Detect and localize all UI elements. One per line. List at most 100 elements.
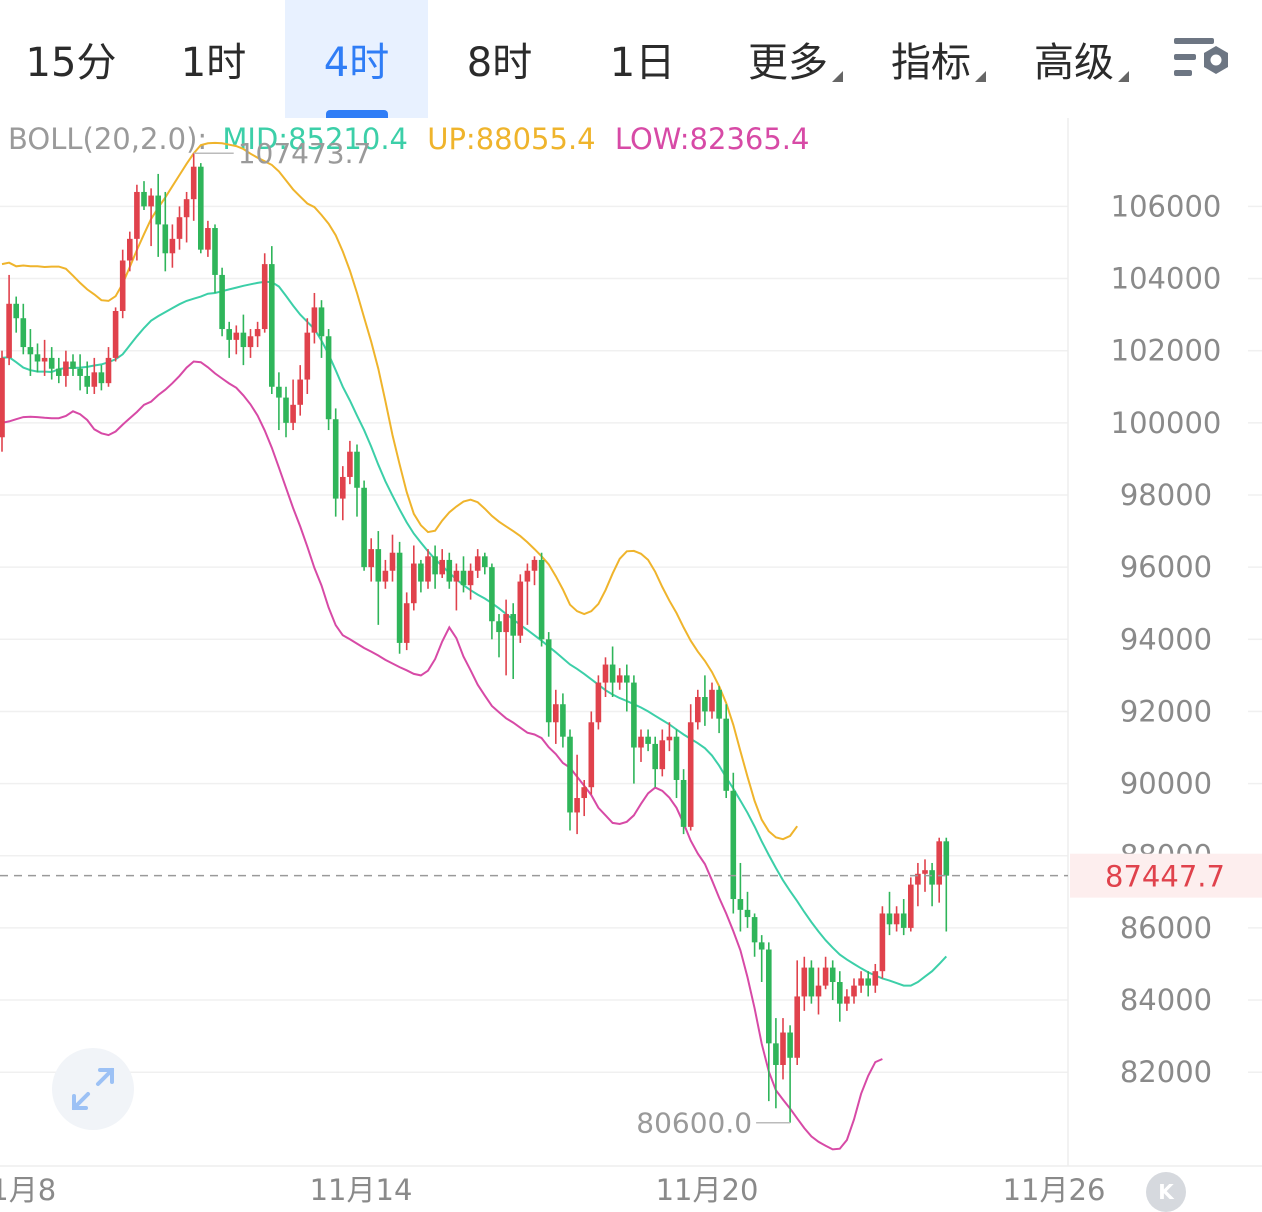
tab-label: 1日 bbox=[609, 40, 676, 86]
candle-body bbox=[361, 487, 367, 568]
candle-body bbox=[247, 336, 254, 348]
candle-body bbox=[503, 614, 509, 633]
candle-body bbox=[169, 238, 176, 254]
candle-body bbox=[460, 570, 467, 586]
candle-body bbox=[63, 361, 69, 376]
tab-15min[interactable]: 15分 bbox=[0, 0, 142, 118]
candle-body bbox=[183, 199, 190, 218]
dropdown-triangle-icon bbox=[832, 71, 843, 82]
candle-body bbox=[758, 942, 765, 950]
candle-body bbox=[844, 996, 850, 1004]
time-axis: 11月8 11月14 11月20 11月26 bbox=[0, 1173, 1105, 1206]
candle-body bbox=[432, 556, 438, 575]
candle-body bbox=[297, 379, 303, 405]
candle-body bbox=[574, 798, 580, 813]
candle-body bbox=[332, 419, 339, 499]
candle-body bbox=[411, 563, 417, 604]
min-price-label: 80600.0 bbox=[636, 1107, 752, 1140]
candle-body bbox=[368, 549, 374, 568]
tab-label: 高级 bbox=[1034, 40, 1114, 86]
tab-label: 15分 bbox=[25, 40, 117, 86]
tab-1h[interactable]: 1时 bbox=[142, 0, 285, 118]
candlestick-chart[interactable]: 8200084000860008800090000920009400096000… bbox=[0, 118, 1262, 1206]
candle-body bbox=[134, 191, 140, 239]
price-tick-label: 106000 bbox=[1111, 189, 1222, 223]
candle-body bbox=[382, 570, 389, 582]
date-tick-label: 11月8 bbox=[0, 1173, 56, 1206]
candle-body bbox=[602, 664, 609, 683]
tab-advanced-dropdown[interactable]: 高级 bbox=[1007, 0, 1141, 118]
candle-body bbox=[915, 873, 921, 885]
candle-body bbox=[205, 228, 211, 250]
candle-body bbox=[141, 191, 147, 207]
candle-body bbox=[560, 704, 566, 737]
candle-body bbox=[588, 722, 595, 788]
candle-body bbox=[659, 740, 666, 770]
candle-body bbox=[403, 603, 410, 643]
expand-arrows-icon[interactable] bbox=[52, 1048, 134, 1130]
boll-legend-name: BOLL(20,2.0): bbox=[8, 122, 208, 156]
candle-body bbox=[389, 552, 396, 571]
chart-settings-icon[interactable] bbox=[1172, 34, 1234, 86]
candle-body bbox=[56, 368, 62, 376]
boll-line-low bbox=[1, 360, 883, 1151]
candle-body bbox=[70, 361, 76, 369]
candle-body bbox=[98, 372, 105, 384]
tab-more-dropdown[interactable]: 更多 bbox=[721, 0, 855, 118]
tab-4h[interactable]: 4时 bbox=[285, 0, 428, 118]
candle-body bbox=[439, 559, 445, 575]
candles bbox=[0, 153, 950, 1123]
candle-body bbox=[553, 704, 559, 723]
candle-body bbox=[240, 332, 247, 348]
candle-body bbox=[13, 303, 19, 319]
candle-body bbox=[837, 982, 843, 1004]
price-tick-label: 96000 bbox=[1120, 550, 1212, 584]
candle-body bbox=[155, 195, 161, 225]
candle-body bbox=[453, 570, 460, 582]
candle-body bbox=[929, 870, 935, 885]
candle-body bbox=[489, 567, 495, 622]
tab-1d[interactable]: 1日 bbox=[571, 0, 714, 118]
price-axis: 8200084000860008800090000920009400096000… bbox=[1111, 189, 1222, 1089]
candle-body bbox=[41, 357, 48, 362]
tab-label: 更多 bbox=[748, 40, 828, 86]
candle-body bbox=[829, 967, 836, 983]
k-logo-icon: K bbox=[1146, 1172, 1186, 1212]
candle-body bbox=[34, 354, 41, 362]
tab-label: 指标 bbox=[891, 40, 971, 86]
price-tick-label: 98000 bbox=[1120, 478, 1212, 512]
price-tick-label: 100000 bbox=[1111, 406, 1222, 440]
candle-body bbox=[27, 347, 34, 355]
candle-body bbox=[865, 978, 871, 986]
candle-body bbox=[219, 274, 225, 330]
tab-8h[interactable]: 8时 bbox=[428, 0, 571, 118]
tab-label: 1时 bbox=[180, 40, 247, 86]
candle-body bbox=[105, 357, 112, 384]
candle-body bbox=[347, 451, 353, 477]
price-tick-label: 94000 bbox=[1120, 622, 1212, 656]
current-price-tag-bg bbox=[1070, 853, 1262, 898]
candle-body bbox=[879, 913, 886, 972]
candle-body bbox=[354, 451, 360, 488]
price-tick-label: 84000 bbox=[1120, 983, 1212, 1017]
tab-indicators-dropdown[interactable]: 指标 bbox=[864, 0, 998, 118]
interval-tab-bar: 15分 1时 4时 8时 1日 更多 指标 高级 bbox=[0, 0, 1262, 118]
current-price-label: 87447.7 bbox=[1105, 860, 1225, 894]
candle-body bbox=[616, 675, 623, 683]
candle-body bbox=[695, 697, 701, 723]
boll-legend-mid: MID:85210.4 bbox=[222, 122, 408, 156]
candle-body bbox=[496, 621, 502, 633]
candle-body bbox=[77, 368, 83, 376]
date-tick-label: 11月20 bbox=[656, 1173, 759, 1206]
max-price-label: 107473.7 bbox=[238, 137, 372, 170]
dropdown-triangle-icon bbox=[975, 71, 986, 82]
candle-body bbox=[517, 581, 524, 636]
candle-body bbox=[482, 556, 488, 568]
candle-body bbox=[900, 913, 907, 928]
candle-body bbox=[908, 884, 914, 928]
candle-body bbox=[893, 913, 900, 925]
candle-body bbox=[624, 675, 630, 683]
candle-body bbox=[84, 375, 90, 387]
tab-label: 4时 bbox=[323, 40, 390, 86]
candle-body bbox=[567, 736, 573, 813]
